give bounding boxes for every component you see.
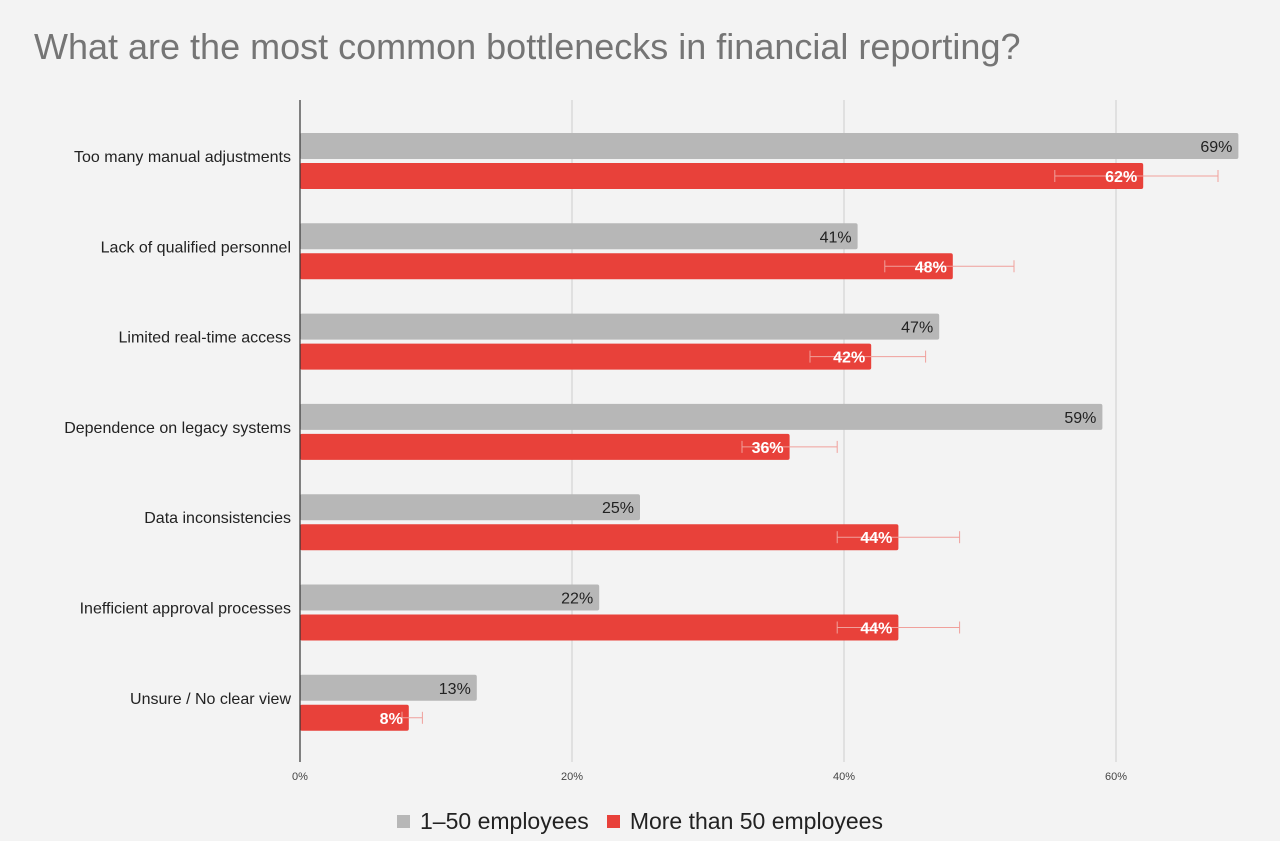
chart-title: What are the most common bottlenecks in … (34, 26, 1021, 67)
x-tick-label: 40% (833, 771, 855, 783)
category-label: Inefficient approval processes (80, 601, 291, 618)
bar-series-1 (300, 674, 477, 701)
x-tick-label: 60% (1105, 771, 1127, 783)
data-label-series-2: 42% (833, 350, 865, 367)
bar-series-2 (300, 163, 1144, 189)
bar-series-2 (300, 704, 409, 731)
bar-series-1 (300, 133, 1239, 159)
x-tick-label: 0% (292, 771, 308, 783)
x-tick-label: 20% (561, 771, 583, 783)
data-label-series-2: 36% (752, 440, 784, 457)
data-label-series-1: 47% (901, 320, 933, 337)
category-label: Unsure / No clear view (130, 691, 291, 708)
legend-item-series-2: More than 50 employees (606, 808, 883, 835)
bar-series-2 (300, 343, 872, 370)
bar-series-2 (300, 433, 790, 460)
bar-series-2 (300, 253, 953, 280)
data-label-series-1: 69% (1200, 139, 1232, 156)
data-label-series-1: 13% (439, 681, 471, 698)
category-label: Data inconsistencies (144, 510, 291, 527)
data-label-series-1: 41% (820, 229, 852, 246)
data-label-series-2: 48% (915, 259, 947, 276)
category-label: Limited real-time access (119, 330, 292, 347)
legend-swatch-series-1 (397, 815, 411, 828)
data-label-series-1: 22% (561, 591, 593, 608)
bar-series-1 (300, 403, 1103, 430)
bar-series-1 (300, 494, 640, 521)
data-label-series-2: 44% (860, 621, 892, 638)
bar-series-1 (300, 313, 940, 340)
bar-series-1 (300, 584, 600, 611)
bar-chart: 0% 20% 40% 60% Too many manual adjustments 69… (64, 100, 1239, 783)
legend-label-series-1: 1–50 employees (420, 808, 589, 834)
legend-item-series-1: 1–50 employees (397, 808, 589, 835)
data-label-series-1: 59% (1064, 410, 1096, 427)
category-label: Too many manual adjustments (74, 149, 291, 166)
bar-series-2 (300, 524, 899, 551)
data-label-series-2: 8% (380, 711, 403, 728)
data-label-series-2: 44% (860, 530, 892, 547)
category-label: Lack of qualified personnel (101, 239, 291, 256)
bar-series-2 (300, 614, 899, 641)
legend-label-series-2: More than 50 employees (629, 808, 883, 834)
category-label: Dependence on legacy systems (64, 420, 291, 437)
data-label-series-1: 25% (602, 500, 634, 517)
bar-series-1 (300, 223, 858, 250)
legend: 1–50 employees More than 50 employees (0, 808, 1280, 835)
data-label-series-2: 62% (1105, 169, 1137, 186)
legend-swatch-series-2 (606, 815, 620, 828)
